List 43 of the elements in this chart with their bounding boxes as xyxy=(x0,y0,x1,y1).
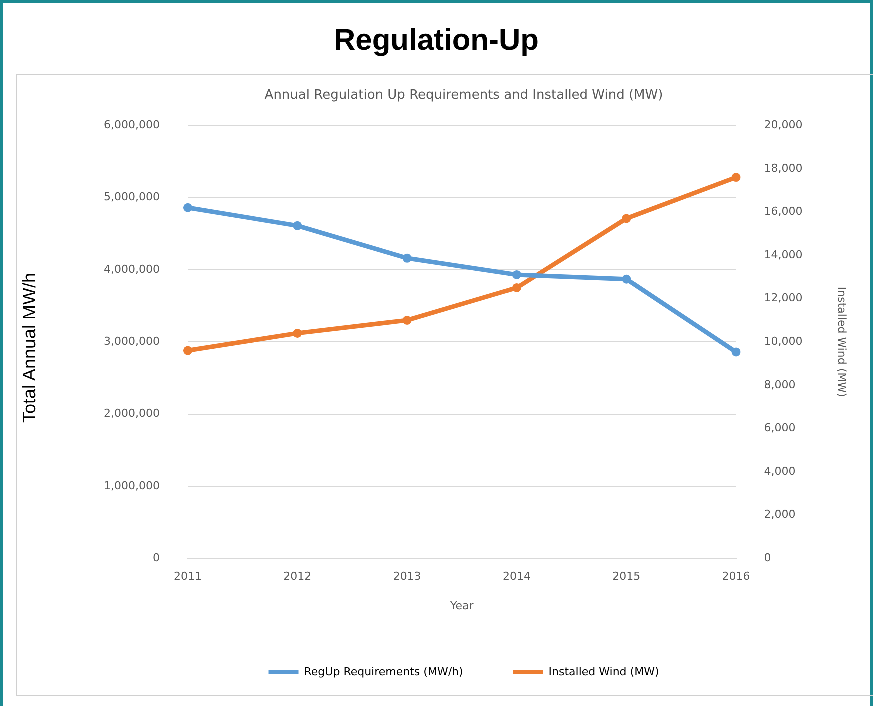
y2-tick-label: 6,000 xyxy=(764,422,796,435)
point xyxy=(732,173,741,182)
legend-label: RegUp Requirements (MW/h) xyxy=(304,665,464,678)
y-tick-label: 5,000,000 xyxy=(104,190,160,204)
y2-tick-label: 20,000 xyxy=(764,118,803,132)
y2-tick-label: 4,000 xyxy=(764,464,796,478)
x-tick-label: 2014 xyxy=(502,570,531,584)
y-tick-label: 2,000,000 xyxy=(104,407,160,420)
point xyxy=(512,283,522,292)
y-tick-label: 3,000,000 xyxy=(104,334,160,348)
y2-tick-label: 0 xyxy=(764,551,772,564)
x-tick-label: 2013 xyxy=(393,570,422,584)
point xyxy=(183,203,192,212)
point xyxy=(293,328,302,338)
y-tick-label: 1,000,000 xyxy=(104,479,160,492)
y-tick-label: 4,000,000 xyxy=(104,262,160,276)
y2-tick-label: 12,000 xyxy=(764,292,803,305)
y2-axis-title: Installed Wind (MW) xyxy=(836,286,849,398)
y-tick-label: 0 xyxy=(152,551,160,564)
y-axis-title: Total Annual MW/h xyxy=(20,272,40,424)
y2-tick-label: 18,000 xyxy=(764,162,803,175)
chart-title: Regulation-Up xyxy=(333,24,540,58)
y2-tick-label: 10,000 xyxy=(764,334,803,348)
y2-tick-label: 16,000 xyxy=(764,205,803,218)
x-tick-label: 2016 xyxy=(722,570,750,584)
x-tick-label: 2012 xyxy=(284,570,312,584)
point xyxy=(622,274,632,284)
point xyxy=(293,221,302,230)
point xyxy=(622,214,632,224)
y2-tick-label: 14,000 xyxy=(764,248,803,262)
point xyxy=(402,316,412,325)
x-tick-label: 2011 xyxy=(174,570,202,584)
point xyxy=(402,254,412,263)
chart-subtitle: Annual Regulation Up Requirements and Installed Wind (MW) xyxy=(264,88,664,104)
legend-label: Installed Wind (MW) xyxy=(548,665,660,678)
y-tick-label: 6,000,000 xyxy=(104,118,160,132)
y2-tick-label: 2,000 xyxy=(764,508,796,522)
y2-tick-label: 8,000 xyxy=(764,378,796,392)
x-tick-label: 2015 xyxy=(612,570,641,584)
point xyxy=(512,270,522,280)
point xyxy=(183,346,192,356)
x-axis-title: Year xyxy=(450,599,474,612)
point xyxy=(732,348,741,357)
